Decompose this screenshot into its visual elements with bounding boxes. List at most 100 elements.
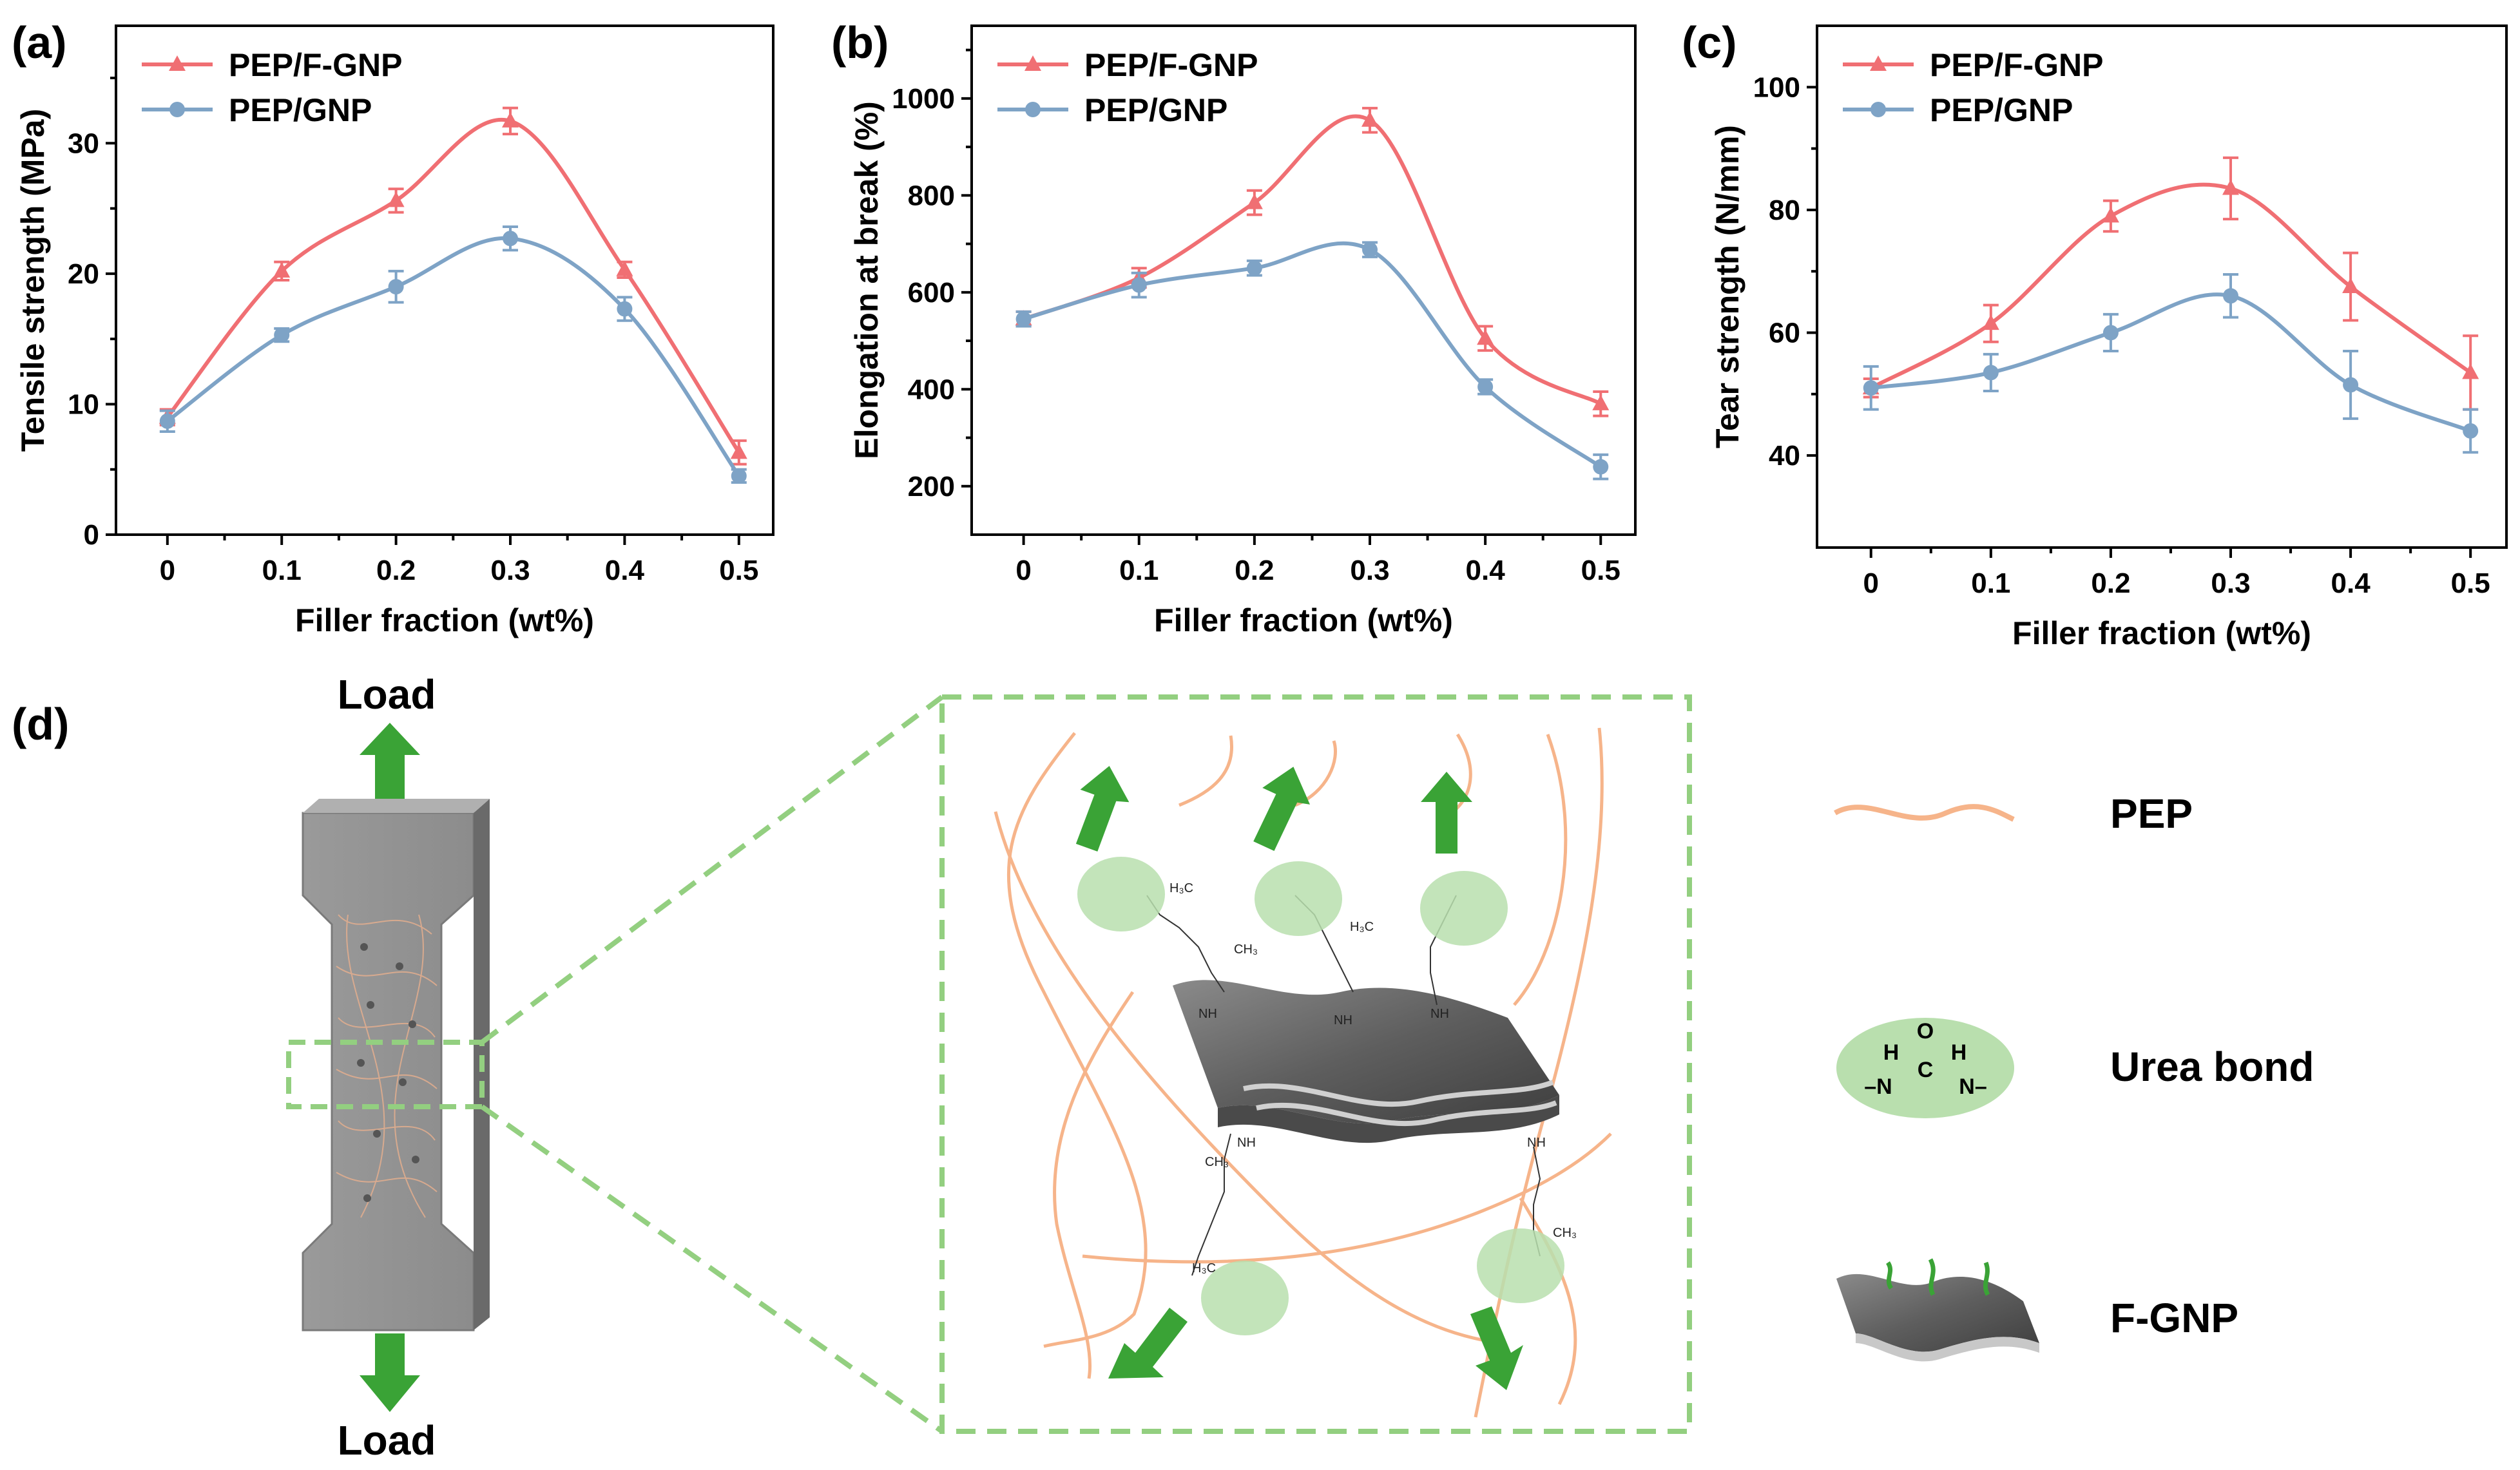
- x-tick-label: 0.2: [1235, 555, 1274, 586]
- schematic-d: (d) Load: [12, 671, 2314, 1464]
- legend-marker-circle: [1871, 102, 1886, 117]
- data-point-circle: [388, 279, 404, 295]
- data-point-circle: [617, 301, 633, 317]
- data-point-triangle: [616, 260, 633, 276]
- data-point-triangle: [1246, 193, 1263, 209]
- x-tick-label: 0.3: [2211, 568, 2250, 599]
- legend-fgnp-label: F-GNP: [2110, 1295, 2238, 1341]
- load-arrow-down-icon: [360, 1333, 420, 1412]
- force-arrows: [1075, 766, 1523, 1390]
- svg-text:NH: NH: [1527, 1136, 1546, 1150]
- y-tick-label: 800: [908, 180, 955, 211]
- x-tick-label: 0: [1015, 555, 1031, 586]
- legend-label: PEP/F-GNP: [1930, 47, 2103, 83]
- zoom-line-top: [480, 694, 944, 1045]
- y-tick-label: 0: [84, 519, 99, 551]
- data-point-triangle: [2462, 363, 2479, 379]
- svg-text:NH: NH: [1430, 1007, 1449, 1021]
- x-tick-label: 0: [1863, 568, 1878, 599]
- data-point-triangle: [273, 262, 291, 278]
- data-point-triangle: [1592, 394, 1610, 410]
- x-tick-label: 0.4: [2331, 568, 2371, 599]
- dogbone-specimen: [286, 799, 490, 1332]
- chem-labels: H₃C H₃C CH₃ NH NH NH CH₃ H₃C CH₃ NH NH: [1169, 881, 1577, 1275]
- svg-text:N–: N–: [1959, 1074, 1986, 1099]
- legend-label: PEP/F-GNP: [1084, 47, 1258, 83]
- data-point-triangle: [1477, 329, 1494, 345]
- urea-bonds: [1077, 857, 1564, 1335]
- y-tick-label: 60: [1769, 317, 1800, 348]
- data-point-circle: [159, 413, 175, 429]
- svg-text:CH₃: CH₃: [1205, 1155, 1229, 1169]
- x-axis-title: Filler fraction (wt%): [2012, 615, 2311, 651]
- panel-label: (c): [1682, 17, 1737, 68]
- data-point-circle: [1246, 260, 1262, 276]
- svg-text:C: C: [1918, 1058, 1934, 1082]
- plot-frame: [970, 24, 1637, 536]
- plot-frame: [115, 24, 774, 536]
- svg-text:H₃C: H₃C: [1350, 920, 1374, 934]
- svg-text:CH₃: CH₃: [1234, 942, 1258, 957]
- x-tick-label: 0.1: [262, 555, 302, 586]
- legend-label: PEP/F-GNP: [229, 47, 402, 83]
- data-point-triangle: [730, 443, 747, 459]
- series-line-gnp: [166, 236, 741, 477]
- svg-text:O: O: [1917, 1019, 1934, 1044]
- chart-a: (a) 0 0.1 0.2 0.3 0.4 0.5 0 10 20 30 Filler fractio…: [12, 17, 774, 638]
- legend-marker-circle: [169, 102, 185, 117]
- urea-legend-icon: [1836, 1018, 2014, 1118]
- graphene-sheet: [1173, 980, 1559, 1143]
- legend-marker-triangle: [1024, 55, 1041, 71]
- data-point-triangle: [387, 191, 405, 207]
- x-tick-label: 0.3: [490, 555, 530, 586]
- legend-label: PEP/GNP: [1930, 92, 2073, 128]
- legend-label: PEP/GNP: [229, 92, 372, 128]
- schematic-legend: PEP H H O C –N N– Urea bond F-GNP: [1834, 790, 2314, 1362]
- legend-urea-label: Urea bond: [2110, 1044, 2314, 1090]
- chart-c: (c) 0 0.1 0.2 0.3 0.4 0.5 40 60 80 100 Filler fract…: [1682, 17, 2508, 651]
- data-point-circle: [731, 468, 747, 484]
- data-point-triangle: [2102, 207, 2119, 223]
- x-tick-label: 0.5: [719, 555, 758, 586]
- data-point-triangle: [2222, 179, 2239, 195]
- data-point-circle: [1131, 277, 1147, 293]
- y-tick-label: 100: [1753, 72, 1800, 103]
- load-arrow-up-icon: [360, 723, 420, 802]
- load-label-top: Load: [338, 671, 436, 718]
- x-tick-label: 0: [160, 555, 175, 586]
- x-axis-title: Filler fraction (wt%): [295, 602, 594, 638]
- legend-marker-triangle: [169, 55, 186, 71]
- y-tick-label: 80: [1769, 195, 1800, 226]
- y-axis-title: Tear strength (N/mm): [1709, 125, 1746, 448]
- pep-legend-icon: [1834, 804, 2015, 822]
- y-tick-label: 400: [908, 374, 955, 405]
- y-tick-label: 40: [1769, 440, 1800, 472]
- data-point-circle: [1477, 379, 1494, 395]
- zoom-line-bottom: [480, 1104, 944, 1434]
- panel-label: (b): [831, 17, 889, 68]
- svg-text:NH: NH: [1237, 1136, 1256, 1150]
- y-tick-label: 1000: [892, 83, 955, 115]
- x-axis-title: Filler fraction (wt%): [1154, 602, 1453, 638]
- zoom-box: [939, 694, 1692, 1434]
- x-tick-label: 0.4: [1466, 555, 1506, 586]
- svg-text:–N: –N: [1864, 1074, 1892, 1099]
- y-tick-label: 600: [908, 277, 955, 309]
- urea-formula: H H O C –N N–: [1864, 1019, 1986, 1099]
- y-axis-title: Elongation at break (%): [849, 101, 885, 459]
- x-tick-label: 0.5: [1581, 555, 1621, 586]
- x-tick-label: 0.3: [1350, 555, 1389, 586]
- pep-fibers: [994, 727, 1612, 1418]
- svg-text:H: H: [1951, 1040, 1967, 1065]
- x-tick-label: 0.5: [2451, 568, 2490, 599]
- data-point-triangle: [2342, 278, 2360, 293]
- panel-label: (a): [12, 17, 67, 68]
- data-point-triangle: [1361, 111, 1378, 127]
- svg-text:H: H: [1883, 1040, 1900, 1065]
- svg-text:H₃C: H₃C: [1192, 1261, 1216, 1275]
- data-point-circle: [1015, 311, 1032, 327]
- x-tick-label: 0.1: [1971, 568, 2010, 599]
- series-line-gnp: [1023, 241, 1602, 469]
- y-tick-label: 10: [68, 388, 99, 420]
